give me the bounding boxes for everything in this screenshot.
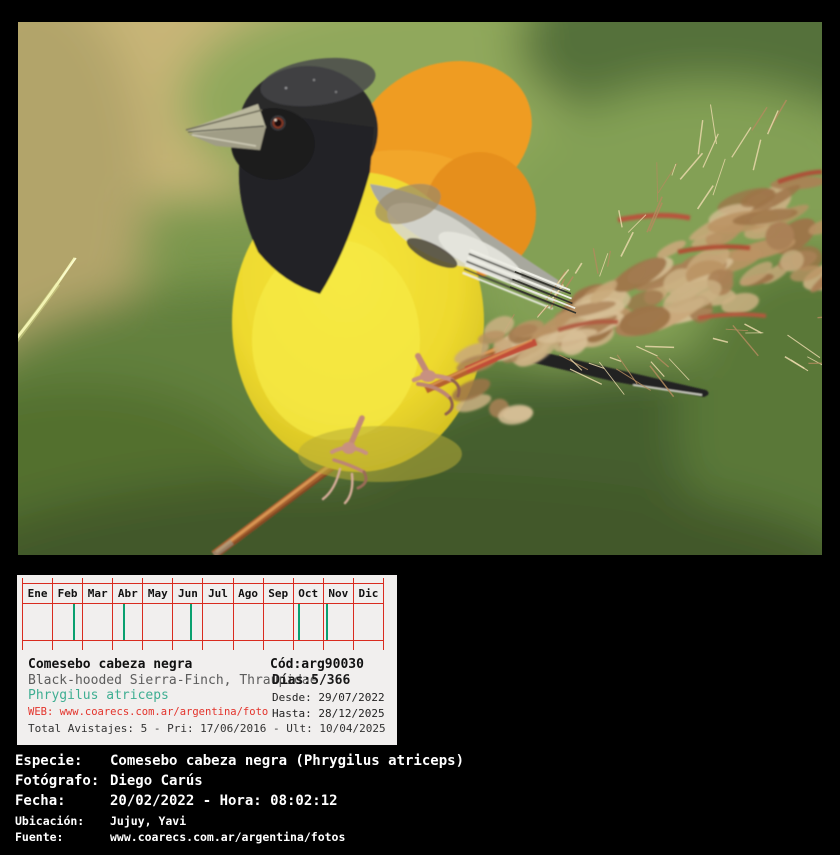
- sighting-tick-oct: [298, 604, 301, 640]
- calendar-grid-stub: [232, 578, 264, 584]
- calendar-month-header: Abr: [112, 583, 144, 604]
- calendar-grid-stub: [202, 640, 234, 650]
- calendar-month-header: Mar: [82, 583, 114, 604]
- calendar-grid-stub: [322, 640, 354, 650]
- calendar-grid-stub: [82, 640, 114, 650]
- bird-body: [185, 57, 566, 482]
- calendar-month-cell: [202, 603, 234, 641]
- sighting-tick-feb: [72, 604, 75, 640]
- calendar-month-cell: [172, 603, 204, 641]
- calendar-month-cell: [142, 603, 174, 641]
- date-from: Desde: 29/07/2022: [272, 691, 385, 704]
- calendar-grid-stub: [142, 640, 174, 650]
- calendar-month-cell: [21, 603, 54, 641]
- calendar-grid-stub: [172, 640, 204, 650]
- calendar-grid-stub: [21, 640, 54, 650]
- calendar-grid-stub: [232, 640, 264, 650]
- calendar-month-header: Oct: [292, 583, 324, 604]
- calendar-table-body: Ene Feb Mar Abr May Jun Jul Ago Sep Oct Nov Dic: [21, 578, 385, 650]
- grass-blade: [18, 257, 77, 343]
- calendar-month-cell: [352, 603, 385, 641]
- species-card: Ene Feb Mar Abr May Jun Jul Ago Sep Oct Nov Dic Com…: [17, 575, 397, 745]
- calendar-grid-stub: [262, 640, 294, 650]
- calendar-month-cell: [292, 603, 324, 641]
- bird-feet: [321, 353, 461, 505]
- calendar-grid-stub: [352, 578, 385, 584]
- detail-value: 20/02/2022 - Hora: 08:02:12: [110, 793, 338, 809]
- sighting-tick-nov: [325, 604, 328, 640]
- calendar-table: Ene Feb Mar Abr May Jun Jul Ago Sep Oct Nov Dic: [21, 578, 385, 650]
- calendar-grid-stub: [82, 578, 114, 584]
- detail-value: Jujuy, Yavi: [110, 814, 187, 828]
- bird-beak: [185, 104, 266, 150]
- calendar-month-header: Jul: [202, 583, 234, 604]
- bird-photo: [18, 22, 822, 555]
- calendar-month-header: Nov: [322, 583, 354, 604]
- species-code: Cód:arg90030: [270, 657, 364, 672]
- calendar-grid-stub: [112, 640, 144, 650]
- wing-tip-over-plume: [509, 267, 577, 314]
- bird-photo-svg: [18, 22, 822, 555]
- detail-label: Fecha:: [15, 793, 66, 809]
- calendar-month-header: Ago: [232, 583, 264, 604]
- days-count: Días:5/366: [272, 673, 351, 688]
- calendar-month-cell: [52, 603, 84, 641]
- calendar-month-header: Sep: [262, 583, 294, 604]
- date-to: Hasta: 28/12/2025: [272, 707, 385, 720]
- sighting-tick-jun: [189, 604, 192, 640]
- plume-spikes: [503, 99, 822, 398]
- detail-value: Diego Carús: [110, 773, 203, 789]
- calendar-month-cell: [232, 603, 264, 641]
- calendar-grid-stub: [352, 640, 385, 650]
- calendar-month-cell: [82, 603, 114, 641]
- detail-label: Especie:: [15, 753, 83, 769]
- calendar-month-header: Ene: [21, 583, 54, 604]
- calendar-month-cell: [322, 603, 354, 641]
- calendar-month-header: Feb: [52, 583, 84, 604]
- calendar-grid-stub: [262, 578, 294, 584]
- bird-eye: [270, 115, 286, 131]
- calendar-month-cell: [112, 603, 144, 641]
- web-link[interactable]: WEB: www.coarecs.com.ar/argentina/foto: [28, 706, 269, 718]
- english-name: Black-hooded Sierra-Finch, Thraupidae: [28, 673, 318, 688]
- common-name: Comesebo cabeza negra: [28, 657, 193, 672]
- sightings-summary: Total Avistajes: 5 - Pri: 17/06/2016 - U…: [28, 722, 386, 735]
- sighting-tick-abr: [123, 604, 126, 640]
- calendar-month-header: Jun: [172, 583, 204, 604]
- plume-red-stems: [557, 169, 822, 332]
- calendar-month-cell: [262, 603, 294, 641]
- detail-value: Comesebo cabeza negra (Phrygilus atricep…: [110, 753, 465, 769]
- detail-label: Fuente:: [15, 830, 64, 844]
- calendar-grid-stub: [292, 578, 324, 584]
- calendar-month-header: May: [142, 583, 174, 604]
- detail-label: Fotógrafo:: [15, 773, 100, 789]
- calendar-grid-stub: [52, 640, 84, 650]
- scientific-name: Phrygilus atriceps: [28, 688, 169, 703]
- detail-value: www.coarecs.com.ar/argentina/fotos: [110, 830, 346, 844]
- calendar-grid-stub: [52, 578, 84, 584]
- detail-label: Ubicación:: [15, 814, 85, 828]
- calendar-grid-stub: [292, 640, 324, 650]
- calendar-month-header: Dic: [352, 583, 385, 604]
